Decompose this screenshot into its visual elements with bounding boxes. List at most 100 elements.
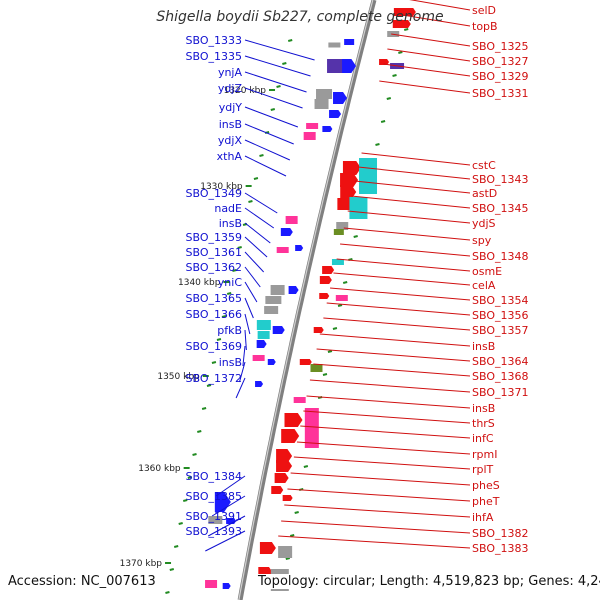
- left-leader-line: [215, 475, 246, 497]
- gene-feature: [328, 42, 341, 48]
- tick-mark: [294, 511, 299, 514]
- gene-feature: [271, 486, 284, 494]
- accession-label: Accession: NC_007613: [8, 574, 156, 589]
- gene-feature: [314, 99, 329, 109]
- tick-mark: [386, 97, 392, 100]
- right-leader-line: [309, 379, 471, 393]
- tick-mark: [332, 327, 338, 330]
- right-gene-label: astD: [472, 187, 497, 200]
- left-gene-label: yniC: [218, 276, 243, 289]
- right-gene-label: SBO_1348: [472, 250, 529, 263]
- gene-feature: [276, 247, 289, 253]
- gene-feature: [336, 222, 349, 230]
- tick-mark: [353, 235, 358, 238]
- kbp-label: 1340 kbp: [178, 278, 221, 288]
- gene-feature: [205, 580, 218, 588]
- right-leader-line: [330, 287, 471, 301]
- left-gene-label: insB: [219, 118, 242, 131]
- right-gene-label: SBO_1368: [472, 370, 529, 383]
- right-gene-label: SBO_1356: [472, 309, 529, 322]
- left-gene-label: SBO_1393: [186, 525, 243, 538]
- tick-mark: [216, 338, 222, 341]
- left-leader-line: [244, 281, 258, 303]
- right-gene-label: insB: [472, 402, 495, 415]
- tick-mark: [337, 304, 343, 307]
- right-gene-label: SBO_1383: [472, 542, 529, 555]
- right-leader-line: [354, 180, 471, 194]
- right-gene-label: SBO_1354: [472, 294, 529, 307]
- left-leader-line: [244, 297, 254, 319]
- left-leader-line: [244, 222, 271, 244]
- left-gene-label: SBO_1335: [186, 50, 243, 63]
- right-leader-line: [343, 227, 471, 241]
- right-gene-label: pheS: [472, 479, 500, 492]
- tick-mark: [232, 269, 237, 272]
- right-leader-line: [326, 302, 471, 316]
- right-leader-line: [396, 13, 471, 27]
- left-leader-line: [235, 377, 246, 399]
- right-leader-line: [284, 504, 471, 518]
- gene-feature: [306, 123, 319, 129]
- gene-feature: [265, 296, 282, 304]
- gene-feature: [256, 340, 267, 348]
- left-gene-label: xthA: [217, 150, 243, 163]
- left-leader-line: [244, 251, 265, 273]
- tick-mark: [327, 350, 333, 353]
- tick-mark: [197, 430, 202, 433]
- right-leader-line: [351, 195, 471, 209]
- tick-mark: [398, 51, 403, 54]
- gene-feature: [255, 381, 264, 387]
- gene-feature: [282, 495, 293, 501]
- gene-feature: [319, 293, 330, 299]
- left-gene-label: ydjX: [218, 134, 243, 147]
- left-gene-label: SBO_1362: [186, 261, 243, 274]
- tick-mark: [403, 28, 409, 31]
- gene-feature: [337, 198, 354, 210]
- left-leader-line: [244, 139, 291, 161]
- gene-feature: [333, 92, 348, 104]
- left-leader-line: [211, 495, 246, 517]
- gene-feature: [333, 229, 344, 235]
- gene-feature: [340, 173, 359, 187]
- right-leader-line: [306, 395, 471, 409]
- gene-feature: [327, 59, 344, 73]
- right-gene-label: SBO_1331: [472, 87, 529, 100]
- right-gene-label: osmE: [472, 265, 502, 278]
- gene-feature: [359, 158, 378, 194]
- left-gene-label: SBO_1384: [186, 470, 243, 483]
- right-gene-label: spy: [472, 234, 492, 247]
- tick-mark: [187, 476, 193, 479]
- right-gene-label: SBO_1382: [472, 527, 529, 540]
- gene-feature: [278, 546, 293, 558]
- tick-mark: [259, 154, 264, 157]
- gene-feature: [222, 583, 231, 589]
- right-leader-line: [290, 472, 471, 486]
- gene-feature: [280, 228, 293, 236]
- right-gene-label: selD: [472, 4, 496, 17]
- right-leader-line: [319, 333, 471, 347]
- left-gene-label: SBO_1372: [186, 372, 243, 385]
- gene-feature: [272, 326, 285, 334]
- gene-feature: [331, 259, 344, 265]
- right-gene-label: SBO_1325: [472, 40, 529, 53]
- gene-feature: [276, 449, 293, 463]
- left-gene-label: SBO_1369: [186, 340, 243, 353]
- tick-mark: [253, 177, 259, 180]
- left-gene-label: SBO_1391: [186, 510, 243, 523]
- right-gene-label: thrS: [472, 417, 495, 430]
- right-gene-label: ihfA: [472, 511, 494, 524]
- left-leader-line: [244, 106, 299, 128]
- left-gene-label: SBO_1361: [186, 246, 243, 259]
- tick-mark: [285, 557, 291, 560]
- tick-mark: [282, 62, 287, 65]
- kbp-label: 1320 kbp: [224, 86, 267, 96]
- right-leader-line: [316, 348, 471, 362]
- left-gene-label: insB: [219, 356, 242, 369]
- kbp-label: 1360 kbp: [138, 464, 181, 474]
- gene-feature: [281, 429, 300, 443]
- left-gene-label: SBO_1349: [186, 187, 243, 200]
- tick-mark: [173, 545, 179, 548]
- tick-mark: [392, 74, 397, 77]
- right-gene-label: cstC: [472, 159, 496, 172]
